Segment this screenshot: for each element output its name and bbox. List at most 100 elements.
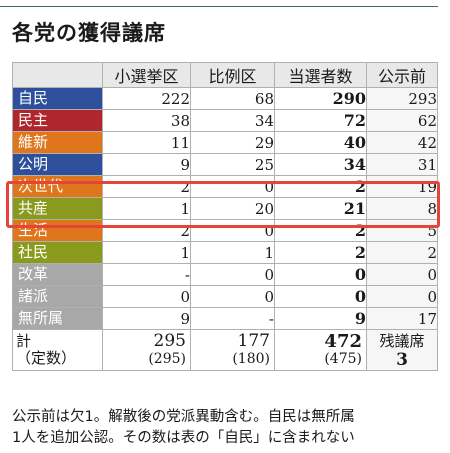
table-row: 無所属 9-9 17 xyxy=(12,307,438,330)
total-elected-cell: 472 (475) xyxy=(274,329,367,371)
single-seats: 2 xyxy=(102,175,191,198)
party-name: 維新 xyxy=(13,132,102,153)
col-prev-header: 公示前 xyxy=(366,62,438,88)
table-row: 民主 38 34 72 62 xyxy=(12,109,438,132)
single-seats: 1 xyxy=(102,197,191,220)
pr-seats: 25 xyxy=(190,153,275,176)
total-single: 295 xyxy=(153,331,186,351)
single-seats: 38 xyxy=(102,109,191,132)
pr-seats: 68 xyxy=(190,87,275,110)
pr-seats: 0 xyxy=(190,263,275,286)
header-corner xyxy=(12,62,103,88)
single-seats: 2 xyxy=(102,219,191,242)
pre-election-seats: 2 xyxy=(366,241,438,264)
party-name-cell: 改革 xyxy=(12,263,103,286)
party-name-cell: 無所属 xyxy=(12,307,103,330)
total-single-capacity: (295) xyxy=(148,351,186,367)
seats-table: 小選挙区 比例区 当選者数 公示前 自民 222 68 290 293 民主 38 34 72 6… xyxy=(12,62,438,371)
top-rule xyxy=(0,6,438,7)
elected-seats: 34 xyxy=(274,153,367,176)
single-seats: 0 xyxy=(102,285,191,308)
party-name-cell: 自民 xyxy=(12,87,103,110)
table-row: 自民 222 68 290 293 xyxy=(12,87,438,110)
total-elected-capacity: (475) xyxy=(324,351,362,367)
party-name-cell: 共産 xyxy=(12,197,103,220)
total-pr-cell: 177 (180) xyxy=(190,329,275,371)
total-label-cell: 計 （定数） xyxy=(12,329,103,371)
pre-election-seats: 17 xyxy=(366,307,438,330)
pre-election-seats: 42 xyxy=(366,131,438,154)
pr-seats: 29 xyxy=(190,131,275,154)
pr-seats: 1 xyxy=(190,241,275,264)
single-seats: 222 xyxy=(102,87,191,110)
elected-seats: 40 xyxy=(274,131,367,154)
party-name: 諸派 xyxy=(13,286,102,307)
table-row: 社民 1 1 2 2 xyxy=(12,241,438,264)
table-row: 改革 -0 0 0 xyxy=(12,263,438,286)
party-name-cell: 公明 xyxy=(12,153,103,176)
pre-election-seats: 19 xyxy=(366,175,438,198)
col-elected-header: 当選者数 xyxy=(274,62,367,88)
party-name: 民主 xyxy=(13,110,102,131)
party-name-cell: 民主 xyxy=(12,109,103,132)
pre-election-seats: 62 xyxy=(366,109,438,132)
party-name-cell: 次世代 xyxy=(12,175,103,198)
elected-seats: 21 xyxy=(274,197,367,220)
party-name: 改革 xyxy=(13,264,102,285)
single-seats: - xyxy=(102,263,191,286)
elected-seats: 9 xyxy=(274,307,367,330)
pr-seats: 0 xyxy=(190,285,275,308)
table-row: 次世代 2 0 2 19 xyxy=(12,175,438,198)
footnote-line-1: 公示前は欠1。解散後の党派異動含む。自民は無所属 xyxy=(12,409,355,425)
party-name: 無所属 xyxy=(13,308,102,329)
total-single-cell: 295 (295) xyxy=(102,329,191,371)
party-name-cell: 社民 xyxy=(12,241,103,264)
remaining-cell: 残議席 3 xyxy=(366,329,438,371)
elected-seats: 2 xyxy=(274,175,367,198)
party-name: 生活 xyxy=(13,220,102,241)
remaining-value: 3 xyxy=(396,349,408,370)
elected-seats: 2 xyxy=(274,219,367,242)
table-row: 維新 11 29 40 42 xyxy=(12,131,438,154)
elected-seats: 0 xyxy=(274,285,367,308)
header-row: 小選挙区 比例区 当選者数 公示前 xyxy=(12,62,438,88)
pre-election-seats: 8 xyxy=(366,197,438,220)
pre-election-seats: 0 xyxy=(366,263,438,286)
single-seats: 11 xyxy=(102,131,191,154)
table-row: 公明 9 25 34 31 xyxy=(12,153,438,176)
pre-election-seats: 0 xyxy=(366,285,438,308)
party-name-cell: 諸派 xyxy=(12,285,103,308)
page-title: 各党の獲得議席 xyxy=(12,21,166,45)
total-elected: 472 xyxy=(324,331,362,352)
footnote-line-2: 1人を追加公認。その数は表の「自民」に含まれない xyxy=(12,430,355,446)
remaining-label: 残議席 xyxy=(379,331,425,350)
col-pr-header: 比例区 xyxy=(190,62,275,88)
pre-election-seats: 293 xyxy=(366,87,438,110)
table-row: 諸派 0 0 0 0 xyxy=(12,285,438,308)
party-name-cell: 維新 xyxy=(12,131,103,154)
elected-seats: 0 xyxy=(274,263,367,286)
total-pr: 177 xyxy=(237,331,270,351)
party-name: 社民 xyxy=(13,242,102,263)
pr-seats: 20 xyxy=(190,197,275,220)
pr-seats: 0 xyxy=(190,175,275,198)
total-pr-capacity: (180) xyxy=(232,351,270,367)
table-row: 共産 1 20 21 8 xyxy=(12,197,438,220)
pr-seats: 34 xyxy=(190,109,275,132)
table-row: 生活 2 0 2 5 xyxy=(12,219,438,242)
party-name-cell: 生活 xyxy=(12,219,103,242)
elected-seats: 290 xyxy=(274,87,367,110)
single-seats: 9 xyxy=(102,153,191,176)
single-seats: 1 xyxy=(102,241,191,264)
pre-election-seats: 31 xyxy=(366,153,438,176)
party-name: 次世代 xyxy=(13,176,102,197)
footnote: 公示前は欠1。解散後の党派異動含む。自民は無所属 1人を追加公認。その数は表の「… xyxy=(12,407,442,449)
pre-election-seats: 5 xyxy=(366,219,438,242)
party-name: 共産 xyxy=(13,198,102,219)
col-single-header: 小選挙区 xyxy=(102,62,191,88)
single-seats: 9 xyxy=(102,307,191,330)
elected-seats: 2 xyxy=(274,241,367,264)
total-label: 計 xyxy=(16,332,32,350)
total-sublabel: （定数） xyxy=(16,349,77,367)
total-row: 計 （定数） 295 (295) 177 (180) 472 (475) 残議席… xyxy=(12,329,438,371)
